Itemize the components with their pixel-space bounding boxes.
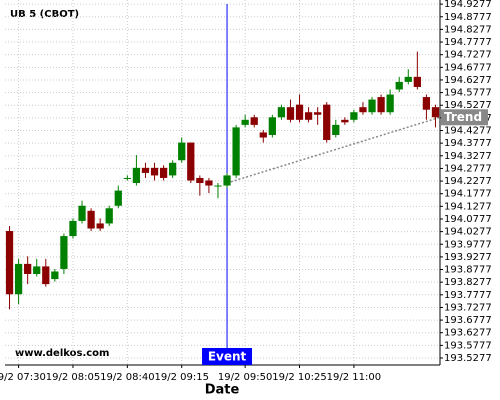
y-tick-label: 193.5277	[444, 353, 492, 364]
y-tick-label: 193.7277	[444, 302, 492, 313]
candle-body	[332, 124, 340, 135]
candle-body	[304, 112, 313, 120]
x-tick-label: 19/2 08:40	[100, 372, 154, 383]
y-tick-label: 194.5777	[444, 88, 492, 99]
candle-body	[5, 231, 14, 295]
y-tick-label: 194.6777	[444, 62, 492, 73]
candle-body	[114, 190, 122, 206]
candle-body	[87, 210, 95, 229]
y-tick-label: 194.3777	[444, 138, 492, 149]
x-tick-label: 19/2 07:30	[0, 372, 46, 383]
trend-line	[226, 116, 441, 184]
trend-label-box	[441, 109, 488, 126]
candle-body	[159, 167, 168, 178]
candle-body	[413, 76, 421, 87]
candle-body	[341, 119, 349, 123]
y-tick-label: 194.3277	[444, 151, 492, 162]
candle-body	[386, 94, 394, 113]
candle-body	[69, 220, 77, 237]
y-tick-label: 194.7277	[444, 50, 492, 61]
candle-body	[132, 167, 141, 184]
candle-body	[422, 97, 431, 110]
candle-body	[377, 97, 385, 113]
candle-body	[14, 263, 23, 295]
candle-body	[250, 117, 258, 125]
y-tick-label: 194.4277	[444, 126, 492, 137]
x-tick-label: 19/2 11:00	[327, 372, 381, 383]
candle-body	[395, 81, 403, 90]
candle-body	[60, 236, 68, 269]
y-tick-label: 193.6777	[444, 315, 492, 326]
candle-body	[205, 180, 213, 186]
candle-body	[150, 167, 159, 176]
y-tick-label: 193.5777	[444, 340, 492, 351]
trend-label: Trend	[444, 110, 482, 124]
candle-body	[259, 132, 267, 138]
candle-body	[169, 162, 177, 176]
candle-body	[350, 112, 358, 120]
candle-body	[286, 107, 295, 120]
candle-body	[33, 266, 41, 275]
y-tick-label: 193.9277	[444, 252, 492, 263]
candle-body	[178, 142, 186, 161]
y-tick-label: 194.7777	[444, 37, 492, 48]
candle-body	[51, 271, 59, 280]
x-axis-label: Date	[205, 383, 240, 398]
candle-body	[295, 104, 304, 120]
candle-body	[42, 266, 50, 285]
watermark: www.delkos.com	[15, 348, 109, 359]
candle-body	[431, 107, 440, 118]
candle-body	[105, 208, 113, 224]
candle-body	[241, 119, 249, 125]
x-tick-label: 19/2 09:15	[154, 372, 208, 383]
candle-body	[187, 142, 195, 181]
candle-body	[78, 205, 86, 221]
y-tick-label: 193.8777	[444, 265, 492, 276]
candle-body	[214, 185, 222, 187]
y-tick-label: 194.5277	[444, 100, 492, 111]
y-tick-label: 193.9777	[444, 239, 492, 250]
y-tick-label: 194.0277	[444, 227, 492, 238]
y-tick-label: 194.0777	[444, 214, 492, 225]
candle-body	[368, 99, 376, 113]
candle-body	[196, 177, 204, 184]
chart-title: UB 5 (CBOT)	[10, 9, 79, 20]
y-tick-label: 193.8277	[444, 277, 492, 288]
candle-body	[141, 167, 150, 173]
y-tick-label: 194.1277	[444, 201, 492, 212]
candle-body	[123, 177, 131, 179]
y-tick-label: 194.6277	[444, 75, 492, 86]
y-tick-label: 194.1777	[444, 189, 492, 200]
y-tick-label: 194.8277	[444, 24, 492, 35]
x-tick-label: 19/2 10:25	[272, 372, 326, 383]
y-tick-label: 194.8777	[444, 12, 492, 23]
candle-body	[223, 175, 231, 186]
y-tick-label: 194.9277	[444, 0, 492, 10]
x-tick-label: 19/2 09:50	[218, 372, 272, 383]
y-tick-label: 193.6277	[444, 328, 492, 339]
candle-body	[268, 117, 276, 135]
event-label: Event	[208, 350, 247, 364]
candle-body	[96, 223, 104, 229]
candle-body	[323, 104, 331, 141]
y-tick-label: 193.7777	[444, 290, 492, 301]
candle-body	[404, 76, 412, 82]
candle-body	[24, 263, 32, 275]
x-tick-label: 19/2 08:05	[46, 372, 100, 383]
y-tick-label: 194.2777	[444, 163, 492, 174]
event-label-box	[202, 348, 253, 365]
candle-body	[359, 107, 367, 113]
y-tick-label: 194.2277	[444, 176, 492, 187]
candle-body	[277, 107, 286, 118]
candle-body	[232, 127, 240, 176]
candle-body	[314, 112, 322, 115]
